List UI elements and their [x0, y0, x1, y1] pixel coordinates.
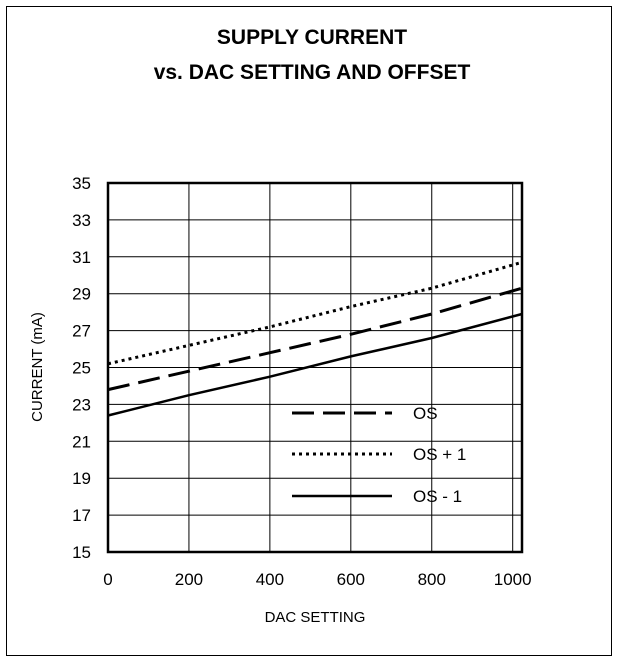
- x-tick-label: 600: [337, 570, 365, 589]
- grid-lines: [108, 183, 522, 552]
- legend-label: OS - 1: [413, 487, 462, 506]
- x-tick-label: 0: [103, 570, 112, 589]
- y-tick-label: 35: [72, 174, 91, 193]
- plot-area-border: [106, 181, 524, 554]
- y-tick-labels: 15 17 19 21 23 25 27 29 31 33 35: [72, 174, 91, 562]
- x-tick-label: 800: [418, 570, 446, 589]
- series-line-dashed: [107, 286, 523, 392]
- y-tick-label: 29: [72, 285, 91, 304]
- series-lines: [107, 260, 523, 417]
- legend-label: OS: [413, 404, 438, 423]
- y-axis-label: CURRENT (mA): [29, 312, 46, 422]
- y-tick-label: 23: [72, 395, 91, 414]
- y-tick-label: 17: [72, 506, 91, 525]
- y-tick-label: 25: [72, 359, 91, 378]
- legend-label: OS + 1: [413, 445, 466, 464]
- y-tick-label: 33: [72, 211, 91, 230]
- y-tick-label: 21: [72, 432, 91, 451]
- x-tick-label: 1000: [494, 570, 532, 589]
- y-tick-label: 19: [72, 469, 91, 488]
- x-tick-label: 400: [256, 570, 284, 589]
- x-tick-label: 200: [175, 570, 203, 589]
- x-axis-label: DAC SETTING: [265, 609, 366, 626]
- y-tick-label: 31: [72, 248, 91, 267]
- x-tick-labels: 0 200 400 600 800 1000: [103, 570, 531, 589]
- series-line-solid: [107, 312, 523, 417]
- chart-title-line2: vs. DAC SETTING AND OFFSET: [154, 61, 471, 84]
- y-tick-label: 15: [72, 543, 91, 562]
- y-tick-label: 27: [72, 322, 91, 341]
- legend: OS OS + 1 OS - 1: [292, 404, 466, 506]
- chart-title-line1: SUPPLY CURRENT: [217, 26, 407, 49]
- series-line-dotted: [107, 260, 523, 366]
